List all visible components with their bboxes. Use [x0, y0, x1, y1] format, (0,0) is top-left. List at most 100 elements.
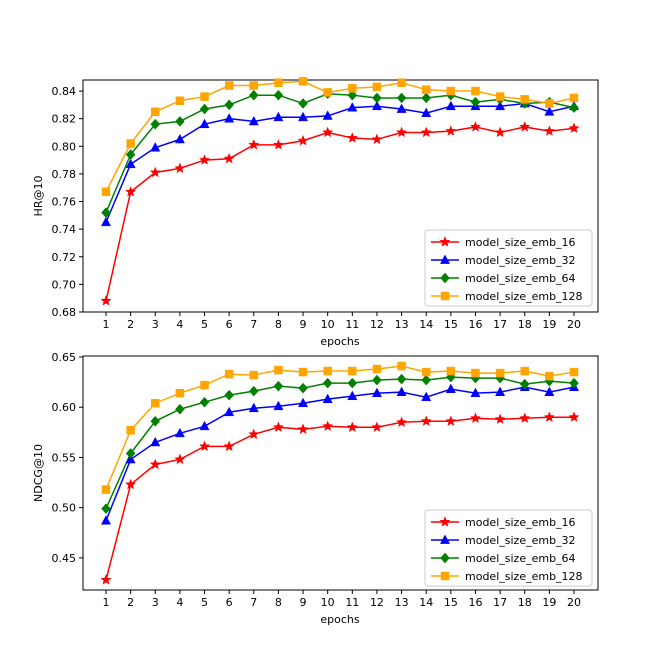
ndcg-point-emb16	[346, 421, 358, 433]
hr-legend-label-emb64: model_size_emb_64	[465, 272, 576, 285]
ndcg-legend-label-emb32: model_size_emb_32	[465, 534, 576, 547]
hr-x-axis-label: epochs	[320, 335, 359, 348]
hr-point-emb64	[101, 207, 111, 218]
ndcg-y-tick-label: 0.50	[52, 502, 77, 515]
ndcg-chart: 1 2 3 4 5 6 7 8 9 10 11 12 13 14 15 16 17 18 19 20 0.450.50…	[32, 351, 599, 626]
ndcg-point-emb64	[569, 377, 579, 389]
ndcg-x-tick-label: 20	[567, 596, 581, 609]
ndcg-point-emb32	[298, 397, 309, 408]
hr-x-tick-label: 6	[226, 318, 233, 331]
ndcg-point-emb128	[200, 380, 209, 390]
hr-point-emb64	[396, 92, 407, 104]
hr-point-emb32	[445, 100, 456, 111]
ndcg-point-emb16	[297, 423, 309, 435]
ndcg-line-emb16	[105, 416, 574, 581]
ndcg-x-tick-label: 8	[275, 596, 282, 609]
hr-point-emb32	[100, 216, 112, 227]
hr-x-tick-label: 2	[127, 318, 134, 331]
ndcg-point-emb16	[198, 440, 211, 452]
ndcg-series-markers	[100, 361, 580, 585]
ndcg-point-emb16	[248, 428, 260, 440]
hr-x-tick-label: 10	[321, 318, 335, 331]
ndcg-point-emb32	[470, 387, 481, 398]
ndcg-x-tick-label: 7	[250, 596, 257, 609]
hr-point-emb64	[248, 89, 259, 101]
hr-point-emb16	[149, 166, 161, 178]
hr-legend-marker-emb32	[439, 254, 451, 264]
hr-point-emb128	[101, 187, 111, 197]
hr-x-tick-label: 14	[419, 318, 433, 331]
ndcg-line-emb32	[105, 386, 575, 521]
ndcg-x-tick-label: 16	[468, 596, 482, 609]
hr-point-emb64	[125, 149, 136, 160]
ndcg-point-emb128	[372, 364, 382, 374]
ndcg-point-emb64	[396, 373, 407, 385]
hr-point-emb64	[347, 89, 358, 101]
hr-point-emb32	[544, 106, 555, 116]
hr-point-emb128	[200, 92, 209, 101]
hr-point-emb32	[199, 118, 210, 129]
hr-point-emb64	[372, 92, 382, 104]
hr-point-emb32	[224, 113, 235, 123]
ndcg-point-emb64	[273, 380, 284, 392]
hr-legend-box	[424, 229, 593, 307]
hr-point-emb16	[297, 134, 309, 146]
ndcg-y-axis-label: NDCG@10	[32, 444, 45, 502]
hr-point-emb16	[420, 126, 432, 138]
ndcg-point-emb32	[322, 393, 333, 404]
ndcg-point-emb16	[469, 412, 482, 424]
hr-point-emb32	[421, 107, 432, 117]
ndcg-x-tick-label: 11	[345, 596, 359, 609]
hr-x-tick-label: 11	[345, 318, 359, 331]
ndcg-point-emb32	[371, 387, 382, 398]
ndcg-point-emb128	[151, 398, 160, 408]
hr-point-emb64	[298, 98, 308, 109]
hr-x-tick-label: 18	[518, 318, 532, 331]
ndcg-point-emb128	[224, 369, 234, 379]
ndcg-point-emb128	[274, 365, 283, 375]
ndcg-point-emb64	[322, 377, 333, 389]
ndcg-point-emb64	[372, 374, 382, 386]
ndcg-y-tick-label: 0.60	[52, 401, 77, 414]
hr-x-tick-label: 17	[493, 318, 507, 331]
ndcg-point-emb32	[445, 383, 456, 393]
hr-point-emb16	[322, 126, 334, 138]
ndcg-point-emb128	[446, 366, 456, 376]
ndcg-point-emb32	[421, 391, 432, 402]
hr-x-tick-label: 19	[542, 318, 556, 331]
ndcg-plot-frame	[82, 355, 599, 591]
hr-point-emb128	[569, 93, 579, 103]
ndcg-point-emb64	[347, 377, 358, 389]
hr-legend-label-emb16: model_size_emb_16	[465, 236, 576, 249]
ndcg-legend-marker-emb32	[439, 534, 451, 544]
hr-point-emb16	[223, 152, 235, 164]
ndcg-point-emb16	[322, 420, 334, 432]
hr-point-emb128	[175, 96, 185, 105]
hr-point-emb32	[371, 100, 382, 111]
ndcg-point-emb32	[544, 386, 555, 397]
ndcg-point-emb32	[199, 420, 210, 431]
ndcg-point-emb128	[175, 388, 185, 398]
hr-point-emb128	[249, 81, 259, 90]
hr-point-emb128	[274, 78, 283, 88]
ndcg-point-emb32	[100, 515, 112, 525]
hr-point-emb16	[371, 133, 383, 145]
hr-point-emb64	[470, 96, 481, 108]
hr-legend-marker-emb16	[439, 236, 451, 247]
hr-x-tick-label: 13	[395, 318, 409, 331]
ndcg-point-emb128	[520, 366, 529, 376]
hr-line-emb32	[105, 102, 575, 223]
hr-y-tick-label: 0.84	[52, 85, 77, 98]
hr-point-emb32	[298, 111, 309, 122]
hr-point-emb16	[248, 138, 260, 150]
hr-point-emb128	[520, 95, 529, 104]
ndcg-point-emb16	[543, 411, 555, 423]
ndcg-point-emb128	[397, 361, 406, 371]
hr-y-tick-label: 0.70	[52, 278, 77, 291]
hr-point-emb32	[396, 103, 407, 113]
hr-y-tick-label: 0.76	[52, 196, 77, 209]
ndcg-x-tick-label: 12	[370, 596, 384, 609]
ndcg-x-tick-label: 2	[127, 596, 134, 609]
ndcg-point-emb128	[249, 370, 259, 380]
hr-point-emb16	[445, 125, 457, 136]
